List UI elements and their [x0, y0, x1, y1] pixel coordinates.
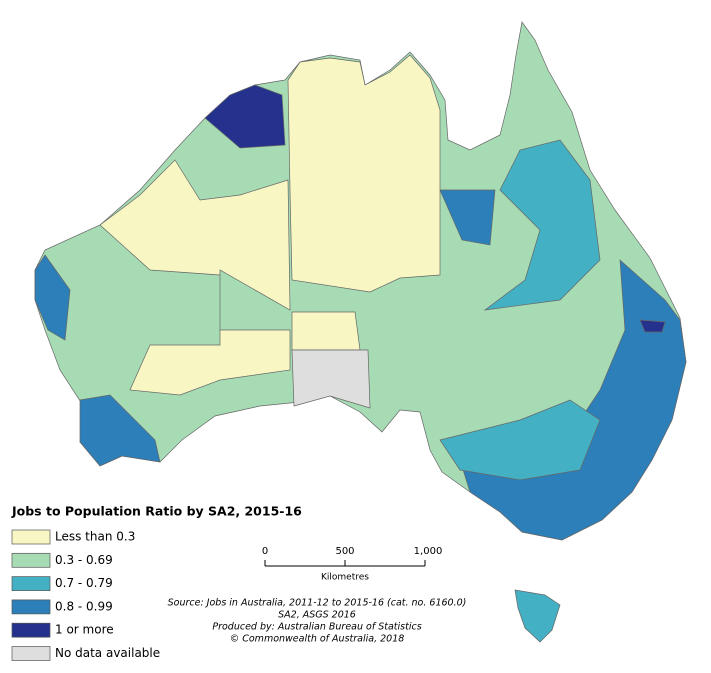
scale-bar: 0 500 1,000 Kilometres: [262, 546, 443, 583]
region-blue-west: [34, 254, 71, 341]
source-line: SA2, ASGS 2016: [278, 610, 356, 621]
region-teal-queensland: [483, 139, 601, 311]
region-yellow-wa: [99, 159, 291, 396]
legend-label: No data available: [55, 646, 160, 660]
source-line: Produced by: Australian Bureau of Statis…: [212, 622, 421, 633]
legend-swatch: [11, 622, 51, 638]
region-blue-inland: [439, 189, 496, 246]
region-blue-southwest: [79, 394, 161, 467]
region-dark-brisbane: [639, 319, 666, 333]
legend-swatch: [11, 576, 51, 591]
scale-label: 500: [335, 546, 354, 557]
region-no-data: [291, 349, 371, 409]
tasmania: [514, 589, 561, 643]
region-yellow-nt: [287, 54, 441, 293]
legend-label: 0.8 - 0.99: [55, 599, 113, 613]
legend-label: Less than 0.3: [55, 530, 135, 544]
scale-label: 0: [262, 546, 268, 557]
legend-swatch: [11, 529, 51, 545]
scale-label: 1,000: [414, 546, 443, 557]
legend-swatch: [11, 646, 51, 661]
legend-swatch: [11, 599, 51, 615]
region-dark-kimberley: [204, 84, 286, 149]
scale-unit: Kilometres: [321, 573, 369, 583]
region-teal-south: [439, 399, 601, 481]
legend-swatch: [11, 552, 51, 568]
legend-label: 1 or more: [55, 623, 114, 637]
legend: Less than 0.3 0.3 - 0.69 0.7 - 0.79 0.8 - 0…: [11, 529, 160, 661]
legend-title: Jobs to Population Ratio by SA2, 2015-16: [11, 504, 302, 519]
legend-label: 0.7 - 0.79: [55, 576, 113, 590]
legend-label: 0.3 - 0.69: [55, 553, 113, 567]
source-line: Source: Jobs in Australia, 2011-12 to 20…: [168, 598, 467, 609]
region-yellow-sa: [291, 311, 361, 351]
source-line: © Commonwealth of Australia, 2018: [230, 634, 405, 645]
australia-map: [34, 21, 687, 643]
